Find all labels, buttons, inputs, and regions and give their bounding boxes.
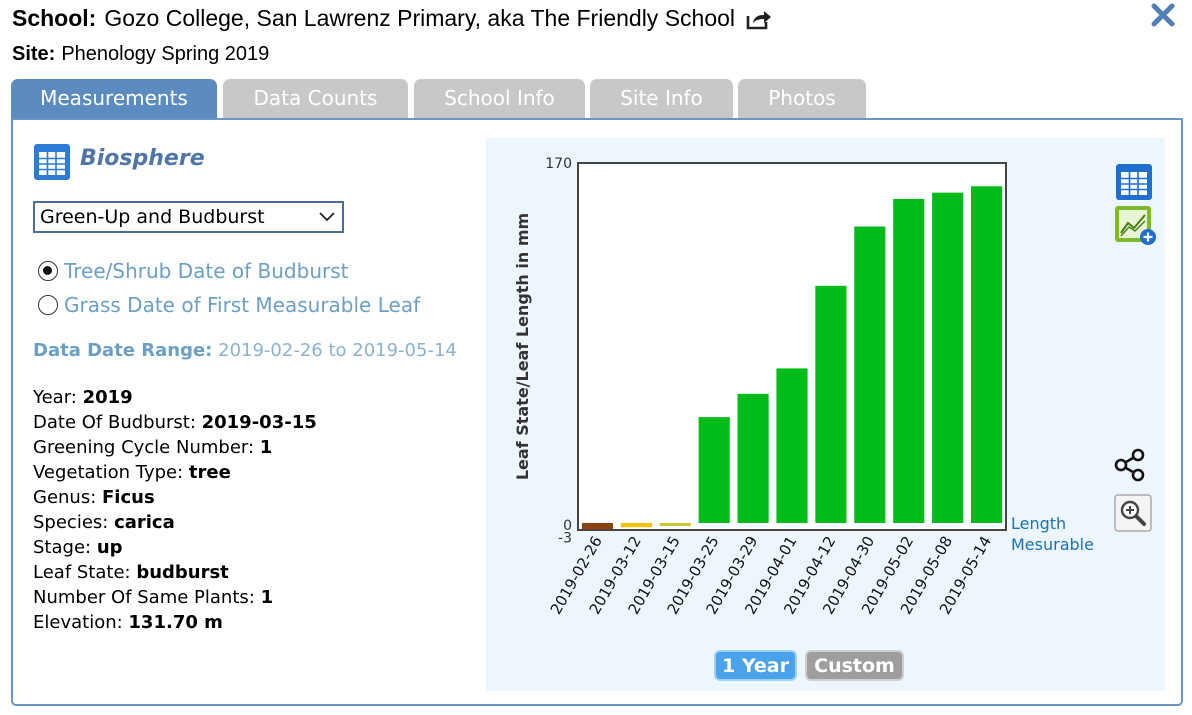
range-value: 2019-02-26 to 2019-05-14 <box>218 340 457 361</box>
one-year-button[interactable]: 1 Year <box>714 650 797 681</box>
bar-2019-04-01 <box>776 368 808 523</box>
field-elevation: Elevation: 131.70 m <box>33 612 223 633</box>
field-vegetation-type: Vegetation Type: tree <box>33 462 231 483</box>
tab-site-info[interactable]: Site Info <box>590 79 733 118</box>
share-icon[interactable] <box>1112 447 1148 483</box>
tab-school-info[interactable]: School Info <box>414 79 585 118</box>
field-stage: Stage: up <box>33 537 123 558</box>
y-tick-label: -3 <box>558 530 572 546</box>
tab-data-counts[interactable]: Data Counts <box>223 79 408 118</box>
bar-2019-02-26 <box>581 523 614 530</box>
legend-item: Length <box>1011 514 1066 533</box>
bar-2019-03-29 <box>737 393 769 523</box>
radio-label[interactable]: Grass Date of First Measurable Leaf <box>64 293 421 317</box>
radio-button[interactable] <box>38 261 58 281</box>
table-icon[interactable] <box>1115 163 1153 201</box>
bar-2019-03-25 <box>698 417 730 523</box>
custom-range-button[interactable]: Custom <box>805 650 904 681</box>
school-name: Gozo College, San Lawrenz Primary, aka T… <box>104 5 736 31</box>
field-genus: Genus: Ficus <box>33 487 155 508</box>
field-greening-cycle: Greening Cycle Number: 1 <box>33 437 273 458</box>
field-date-of-budburst: Date Of Budburst: 2019-03-15 <box>33 412 317 433</box>
bar-2019-03-12 <box>620 523 652 528</box>
zoom-in-icon[interactable] <box>1114 494 1152 532</box>
bar-2019-05-02 <box>893 199 925 523</box>
measurement-details: Year: 2019 Date Of Budburst: 2019-03-15 … <box>33 385 317 635</box>
field-year: Year: 2019 <box>33 387 133 408</box>
field-leaf-state: Leaf State: budburst <box>33 562 229 583</box>
school-label: School: <box>12 5 97 31</box>
radio-button[interactable] <box>38 295 58 315</box>
data-date-range: Data Date Range: 2019-02-26 to 2019-05-1… <box>33 340 457 361</box>
site-line: Site: Phenology Spring 2019 <box>12 43 269 66</box>
chevron-down-icon <box>319 212 335 222</box>
site-name: Phenology Spring 2019 <box>61 43 270 65</box>
close-icon[interactable] <box>1150 2 1176 28</box>
field-same-plants: Number Of Same Plants: 1 <box>33 587 274 608</box>
site-label: Site: <box>12 43 56 65</box>
table-icon[interactable] <box>33 143 71 181</box>
range-label: Data Date Range: <box>33 340 213 361</box>
leaf-length-chart: 2019-02-262019-03-122019-03-152019-03-25… <box>513 156 1094 618</box>
legend-item: Mesurable <box>1011 535 1094 554</box>
y-tick-label: 170 <box>545 156 572 172</box>
y-axis-label: Leaf State/Leaf Length in mm <box>513 213 532 480</box>
protocol-title: Biosphere <box>80 146 205 171</box>
field-species: Species: carica <box>33 512 175 533</box>
radio-grass[interactable]: Grass Date of First Measurable Leaf <box>38 292 420 318</box>
bar-2019-04-12 <box>815 285 847 523</box>
tab-measurements[interactable]: Measurements <box>11 79 217 118</box>
share-out-icon[interactable] <box>745 7 773 31</box>
bar-2019-03-15 <box>659 523 691 526</box>
school-title: School: Gozo College, San Lawrenz Primar… <box>12 5 773 32</box>
radio-tree-shrub[interactable]: Tree/Shrub Date of Budburst <box>38 258 348 284</box>
add-chart-icon[interactable] <box>1114 205 1158 247</box>
bar-2019-05-08 <box>932 192 964 523</box>
bar-2019-04-30 <box>854 226 886 523</box>
bar-2019-05-14 <box>970 186 1003 523</box>
protocol-select-value: Green-Up and Budburst <box>40 206 265 228</box>
y-tick-label: 0 <box>563 518 572 534</box>
protocol-select[interactable]: Green-Up and Budburst <box>33 201 344 233</box>
tab-photos[interactable]: Photos <box>738 79 866 118</box>
radio-label[interactable]: Tree/Shrub Date of Budburst <box>64 259 349 283</box>
